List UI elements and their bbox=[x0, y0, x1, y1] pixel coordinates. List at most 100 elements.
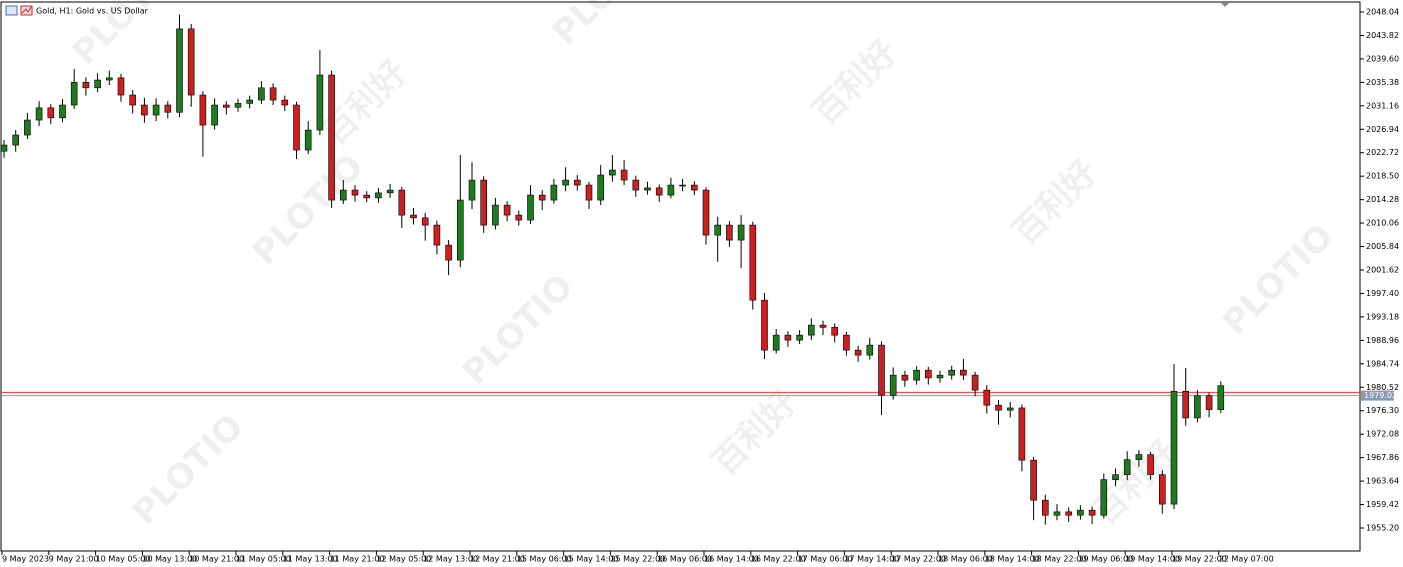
x-tick-label: 18 May 22:00 bbox=[1032, 555, 1087, 564]
candle-body bbox=[924, 369, 932, 379]
candle-body bbox=[866, 344, 874, 356]
candle-body bbox=[35, 107, 43, 121]
symbol-icons bbox=[5, 5, 33, 16]
x-tick-label: 19 May 22:00 bbox=[1172, 555, 1227, 564]
candle-body bbox=[234, 103, 242, 108]
y-tick-label: 1988.96 bbox=[1366, 336, 1399, 345]
x-tick-label: 17 May 22:00 bbox=[891, 555, 946, 564]
candle-body bbox=[1205, 395, 1213, 410]
y-tick-label: 1959.42 bbox=[1366, 500, 1399, 509]
x-tick-label: 10 May 05:00 bbox=[96, 555, 151, 564]
candle-body bbox=[714, 224, 722, 236]
x-tick-label: 9 May 21:00 bbox=[49, 555, 99, 564]
candle-body bbox=[843, 334, 850, 351]
x-tick-label: 11 May 21:00 bbox=[330, 555, 385, 564]
x-tick-label: 19 May 06:00 bbox=[1078, 555, 1133, 564]
candle-body bbox=[1077, 509, 1084, 516]
candle-body bbox=[316, 74, 324, 131]
candle-body bbox=[1053, 511, 1061, 516]
candle-body bbox=[328, 74, 335, 201]
candle-body bbox=[597, 174, 605, 201]
candle-body bbox=[1030, 459, 1037, 501]
candle-body bbox=[1159, 474, 1166, 505]
candle-body bbox=[351, 189, 359, 196]
x-tick-label: 9 May 2023 bbox=[2, 555, 49, 564]
y-tick-label: 2014.28 bbox=[1366, 195, 1399, 204]
candle-body bbox=[363, 194, 371, 199]
bid-label: 1979.02 bbox=[1364, 391, 1397, 400]
y-tick-label: 1997.40 bbox=[1366, 289, 1399, 298]
candle-body bbox=[538, 194, 546, 201]
x-tick-label: 12 May 13:00 bbox=[423, 555, 478, 564]
candle-body bbox=[339, 189, 347, 201]
y-tick-label: 1972.08 bbox=[1366, 430, 1399, 439]
candle-body bbox=[1194, 395, 1201, 419]
x-tick-label: 10 May 21:00 bbox=[189, 555, 244, 564]
y-tick-label: 1980.52 bbox=[1366, 383, 1399, 392]
candle-body bbox=[12, 134, 19, 146]
candle-body bbox=[901, 374, 909, 381]
candle-body bbox=[1123, 459, 1131, 475]
x-tick-label: 11 May 05:00 bbox=[236, 555, 291, 564]
candle-body bbox=[468, 179, 476, 201]
candle-body bbox=[1170, 390, 1178, 505]
x-tick-label: 15 May 14:00 bbox=[564, 555, 619, 564]
candle-body bbox=[480, 179, 488, 226]
candle-body bbox=[152, 104, 160, 116]
candle-body bbox=[141, 104, 148, 116]
candle-body bbox=[246, 99, 253, 104]
candle-body bbox=[585, 184, 593, 201]
candle-body bbox=[995, 404, 1002, 411]
x-tick-label: 22 May 07:00 bbox=[1219, 555, 1274, 564]
candle-body bbox=[819, 324, 827, 328]
candle-body bbox=[796, 334, 803, 341]
candle-body bbox=[281, 99, 289, 106]
x-tick-label: 16 May 06:00 bbox=[657, 555, 712, 564]
candle-body bbox=[632, 179, 640, 191]
candle-body bbox=[1112, 474, 1119, 480]
candle-body bbox=[620, 169, 628, 181]
chart-title: Gold, H1: Gold vs. US Dollar bbox=[36, 7, 149, 16]
candle-body bbox=[644, 187, 651, 191]
candle-body bbox=[807, 324, 815, 336]
candle-body bbox=[375, 192, 382, 199]
candle-body bbox=[1088, 509, 1096, 516]
plot-frame bbox=[0, 1, 1361, 552]
candle-body bbox=[1065, 511, 1072, 516]
candle-body bbox=[386, 189, 394, 194]
candle-body bbox=[269, 87, 277, 101]
candle-body bbox=[1042, 499, 1049, 516]
candle-body bbox=[187, 28, 195, 96]
y-tick-label: 2010.06 bbox=[1366, 219, 1399, 228]
candle-body bbox=[1182, 390, 1189, 419]
candle-body bbox=[655, 187, 663, 196]
candle-body bbox=[702, 189, 710, 236]
candle-body bbox=[211, 104, 218, 126]
candle-body bbox=[971, 374, 979, 391]
candle-body bbox=[889, 374, 897, 396]
candle-body bbox=[492, 204, 499, 226]
candle-body bbox=[0, 144, 8, 152]
candle-body bbox=[1135, 454, 1143, 460]
candle-body bbox=[831, 327, 839, 336]
y-tick-label: 1976.30 bbox=[1366, 406, 1399, 415]
candle-body bbox=[737, 224, 745, 241]
candle-body bbox=[293, 104, 300, 151]
x-tick-label: 17 May 06:00 bbox=[798, 555, 853, 564]
y-tick-label: 1963.64 bbox=[1366, 477, 1399, 486]
candle-body bbox=[106, 77, 113, 81]
candle-body bbox=[726, 224, 733, 241]
candle-body bbox=[1006, 407, 1014, 411]
y-tick-label: 2039.60 bbox=[1366, 54, 1399, 63]
x-tick-label: 17 May 14:00 bbox=[844, 555, 899, 564]
candle-body bbox=[304, 129, 312, 151]
y-tick-label: 2022.72 bbox=[1366, 148, 1399, 157]
candle-body bbox=[258, 87, 265, 101]
candle-body bbox=[47, 107, 55, 119]
candle-body bbox=[199, 94, 207, 126]
candle-body bbox=[913, 369, 920, 381]
y-tick-label: 1967.86 bbox=[1366, 453, 1399, 462]
candle-body bbox=[1018, 407, 1026, 461]
